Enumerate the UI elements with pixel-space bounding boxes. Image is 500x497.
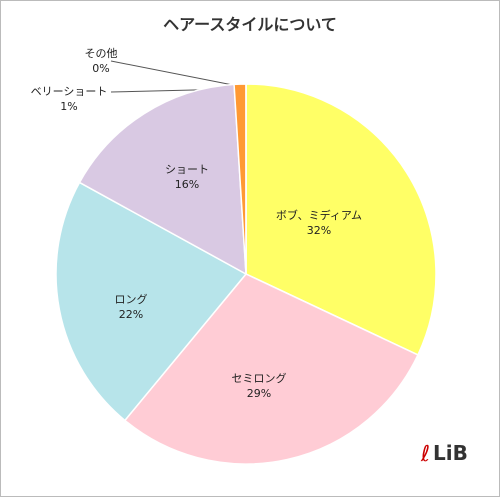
category-label: セミロング: [231, 372, 287, 385]
slice-label: ショート 16%: [152, 162, 222, 192]
value-label: 32%: [306, 224, 332, 237]
pie-slice: [78, 83, 247, 276]
slice-label: セミロング 29%: [214, 371, 304, 401]
chart-title: ヘアースタイルについて: [163, 15, 337, 34]
pie-slice: [245, 83, 437, 356]
slice-label: ボブ、ミディアム 32%: [264, 208, 374, 238]
category-label: ロング: [114, 293, 148, 306]
slice-label: ベリーショート 1%: [19, 84, 119, 114]
pie-slice: [123, 273, 419, 465]
category-label: その他: [84, 47, 118, 60]
value-label: 22%: [118, 308, 144, 321]
value-label: 29%: [246, 387, 272, 400]
value-label: 16%: [174, 178, 200, 191]
logo: LiB: [433, 441, 468, 465]
slice-label: ロング 22%: [96, 292, 166, 322]
value-label: 1%: [60, 100, 78, 113]
category-label: ショート: [165, 163, 209, 176]
slice-label: その他 0%: [71, 46, 131, 76]
pie-slice: [55, 181, 248, 422]
category-label: ベリーショート: [30, 85, 108, 98]
leader-line: [110, 60, 244, 88]
value-label: 0%: [92, 62, 110, 75]
logo-mark: ℓ: [420, 442, 430, 467]
category-label: ボブ、ミディアム: [275, 209, 363, 222]
